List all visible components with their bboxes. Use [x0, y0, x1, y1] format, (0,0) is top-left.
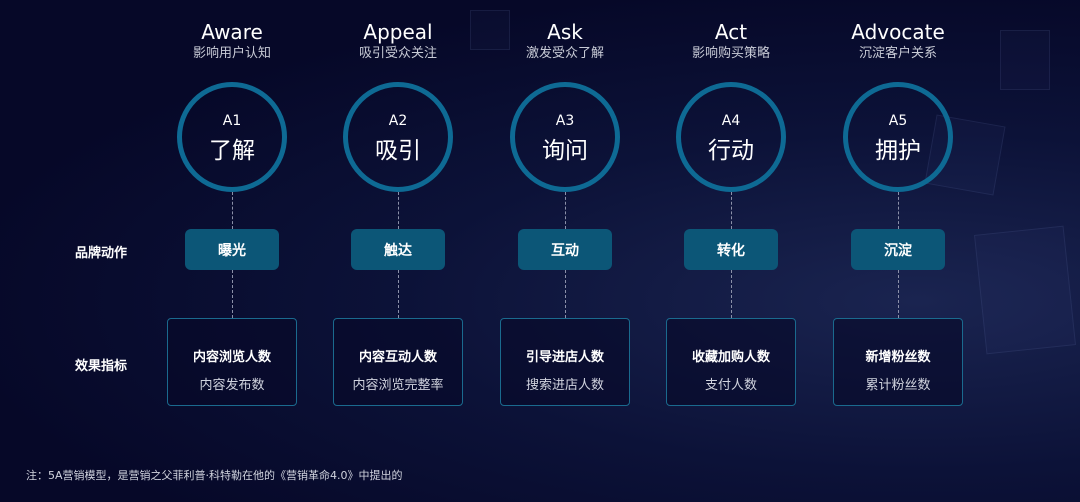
brand-action-badge: 曝光 [185, 229, 279, 270]
metrics-box: 内容浏览人数 内容发布数 [167, 318, 297, 406]
dashed-connector [232, 192, 233, 229]
stage-english-name: Act [714, 20, 748, 44]
background-cube [1000, 30, 1050, 90]
primary-metric: 引导进店人数 [525, 350, 604, 365]
stage-circle: A3 询问 [510, 82, 620, 192]
brand-action-badge: 触达 [351, 229, 445, 270]
stage-english-name: Aware [201, 20, 263, 44]
stage-code: A5 [888, 113, 908, 129]
stage-code: A4 [721, 113, 741, 129]
metrics-box: 收藏加购人数 支付人数 [666, 318, 796, 406]
stage-description: 影响用户认知 [192, 46, 271, 61]
stage-english-name: Appeal [363, 20, 433, 44]
stage-code: A1 [222, 113, 242, 129]
stage-circle: A4 行动 [676, 82, 786, 192]
brand-action-badge: 沉淀 [851, 229, 945, 270]
stage-code: A2 [388, 113, 408, 129]
secondary-metric: 内容发布数 [199, 378, 265, 393]
stage-title: 了解 [209, 138, 255, 164]
stage-description: 沉淀客户关系 [858, 46, 937, 61]
dashed-connector [898, 270, 899, 318]
secondary-metric: 内容浏览完整率 [352, 378, 444, 393]
dashed-connector [565, 270, 566, 318]
stage-code: A3 [555, 113, 575, 129]
background-cube [470, 10, 510, 50]
secondary-metric: 支付人数 [704, 378, 757, 393]
stage-english-name: Advocate [851, 20, 945, 44]
dashed-connector [565, 192, 566, 229]
stage-description: 影响购买策略 [691, 46, 770, 61]
dashed-connector [731, 192, 732, 229]
primary-metric: 新增粉丝数 [865, 350, 931, 365]
brand-action-badge: 互动 [518, 229, 612, 270]
dashed-connector [731, 270, 732, 318]
metrics-box: 内容互动人数 内容浏览完整率 [333, 318, 463, 406]
primary-metric: 收藏加购人数 [691, 350, 770, 365]
dashed-connector [398, 270, 399, 318]
brand-action-badge: 转化 [684, 229, 778, 270]
secondary-metric: 搜索进店人数 [525, 378, 604, 393]
dashed-connector [398, 192, 399, 229]
metrics-box: 引导进店人数 搜索进店人数 [500, 318, 630, 406]
stage-circle: A2 吸引 [343, 82, 453, 192]
stage-title: 吸引 [375, 138, 421, 164]
primary-metric: 内容互动人数 [358, 350, 437, 365]
stage-description: 激发受众了解 [525, 46, 604, 61]
background-cube [973, 225, 1077, 355]
stage-title: 询问 [542, 138, 588, 164]
dashed-connector [898, 192, 899, 229]
dashed-connector [232, 270, 233, 318]
primary-metric: 内容浏览人数 [192, 350, 271, 365]
footnote: 注：5A营销模型，是营销之父菲利普·科特勒在他的《营销革命4.0》中提出的 [26, 469, 403, 482]
stage-circle: A5 拥护 [843, 82, 953, 192]
stage-title: 行动 [708, 138, 754, 164]
stage-english-name: Ask [547, 20, 583, 44]
stage-title: 拥护 [875, 138, 921, 164]
metrics-box: 新增粉丝数 累计粉丝数 [833, 318, 963, 406]
row-label-brand-action: 品牌动作 [75, 246, 128, 261]
stage-description: 吸引受众关注 [358, 46, 437, 61]
row-label-metrics: 效果指标 [75, 359, 128, 374]
stage-circle: A1 了解 [177, 82, 287, 192]
secondary-metric: 累计粉丝数 [865, 378, 931, 393]
